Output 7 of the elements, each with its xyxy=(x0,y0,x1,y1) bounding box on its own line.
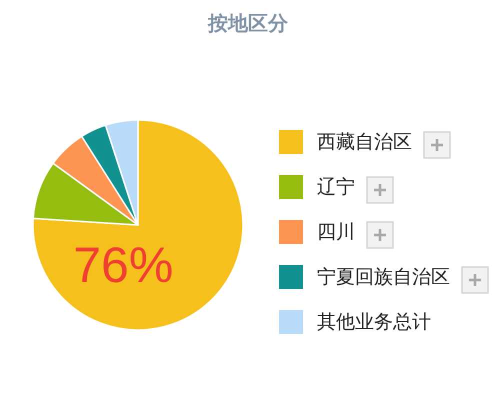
legend-label: 宁夏回族自治区 xyxy=(317,266,450,288)
legend-label: 辽宁 xyxy=(317,176,355,198)
data-label: 76% xyxy=(73,236,174,293)
legend-label: 四川 xyxy=(317,221,355,243)
legend-label: 其他业务总计 xyxy=(317,311,431,333)
chart-title: 按地区分 xyxy=(207,11,289,35)
legend-label: 西藏自治区 xyxy=(317,131,412,153)
